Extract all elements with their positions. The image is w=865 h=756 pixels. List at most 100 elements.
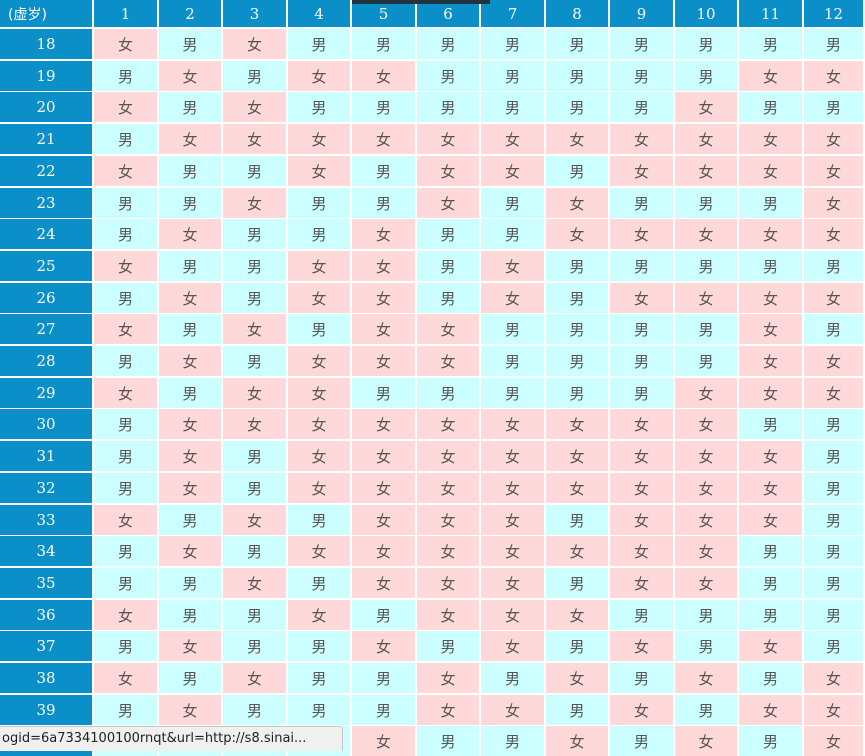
gender-cell: 男: [610, 61, 673, 91]
gender-cell: 男: [546, 346, 608, 376]
gender-cell: 女: [94, 251, 157, 281]
gender-cell: 男: [481, 378, 544, 408]
gender-cell: 女: [223, 409, 286, 439]
gender-cell: 男: [804, 505, 863, 535]
gender-cell: 女: [94, 92, 157, 122]
gender-cell: 男: [481, 219, 544, 249]
gender-cell: 女: [288, 156, 350, 186]
gender-cell: 女: [481, 600, 544, 630]
gender-cell: 男: [675, 251, 737, 281]
gender-cell: 女: [610, 156, 673, 186]
gender-cell: 男: [223, 251, 286, 281]
age-cell: 37: [0, 631, 92, 661]
gender-cell: 女: [739, 283, 802, 313]
age-cell: 29: [0, 378, 92, 408]
gender-cell: 女: [675, 219, 737, 249]
gender-cell: 女: [675, 568, 737, 598]
gender-cell: 男: [610, 726, 673, 756]
gender-cell: 女: [546, 726, 608, 756]
gender-cell: 女: [352, 346, 415, 376]
month-header: 5: [352, 0, 415, 27]
corner-header: (虚岁): [0, 0, 92, 27]
gender-cell: 男: [804, 473, 863, 503]
gender-cell: 男: [804, 29, 863, 59]
gender-cell: 女: [610, 568, 673, 598]
gender-cell: 女: [610, 695, 673, 725]
gender-cell: 男: [546, 378, 608, 408]
gender-cell: 男: [352, 156, 415, 186]
gender-cell: 男: [481, 346, 544, 376]
gender-cell: 女: [417, 156, 479, 186]
gender-cell: 女: [417, 505, 479, 535]
gender-cell: 女: [739, 695, 802, 725]
gender-cell: 女: [675, 505, 737, 535]
gender-cell: 男: [352, 695, 415, 725]
gender-cell: 女: [417, 600, 479, 630]
age-cell: 27: [0, 314, 92, 344]
gender-cell: 男: [417, 29, 479, 59]
gender-cell: 女: [352, 473, 415, 503]
gender-cell: 男: [159, 92, 221, 122]
month-header: 6: [417, 0, 479, 27]
gender-cell: 女: [352, 61, 415, 91]
gender-cell: 女: [481, 124, 544, 154]
gender-cell: 男: [546, 631, 608, 661]
gender-cell: 女: [610, 283, 673, 313]
gender-cell: 女: [288, 409, 350, 439]
age-cell: 19: [0, 61, 92, 91]
gender-cell: 女: [804, 346, 863, 376]
gender-cell: 女: [223, 29, 286, 59]
gender-cell: 女: [159, 695, 221, 725]
gender-cell: 男: [159, 188, 221, 218]
gender-cell: 女: [610, 124, 673, 154]
month-header: 12: [804, 0, 863, 27]
gender-cell: 女: [675, 536, 737, 566]
gender-cell: 男: [739, 251, 802, 281]
gender-cell: 男: [546, 61, 608, 91]
gender-cell: 女: [610, 536, 673, 566]
gender-cell: 男: [481, 188, 544, 218]
gender-cell: 女: [159, 631, 221, 661]
gender-cell: 女: [288, 378, 350, 408]
gender-cell: 男: [417, 283, 479, 313]
gender-cell: 女: [223, 314, 286, 344]
gender-cell: 男: [546, 156, 608, 186]
gender-cell: 女: [417, 473, 479, 503]
gender-cell: 女: [739, 219, 802, 249]
gender-cell: 女: [481, 473, 544, 503]
gender-cell: 男: [223, 346, 286, 376]
gender-cell: 女: [610, 409, 673, 439]
gender-cell: 男: [675, 600, 737, 630]
gender-cell: 女: [352, 631, 415, 661]
gender-cell: 女: [288, 441, 350, 471]
age-cell: 25: [0, 251, 92, 281]
gender-cell: 男: [481, 92, 544, 122]
gender-cell: 男: [159, 251, 221, 281]
age-cell: 28: [0, 346, 92, 376]
gender-cell: 女: [675, 663, 737, 693]
gender-cell: 女: [417, 441, 479, 471]
gender-cell: 女: [159, 61, 221, 91]
gender-cell: 女: [417, 536, 479, 566]
gender-cell: 女: [804, 61, 863, 91]
gender-cell: 女: [223, 124, 286, 154]
gender-cell: 男: [610, 188, 673, 218]
gender-cell: 女: [675, 473, 737, 503]
gender-cell: 男: [288, 568, 350, 598]
gender-cell: 男: [417, 92, 479, 122]
gender-cell: 女: [546, 124, 608, 154]
gender-cell: 男: [94, 283, 157, 313]
gender-cell: 男: [417, 61, 479, 91]
month-header: 8: [546, 0, 608, 27]
age-cell: 18: [0, 29, 92, 59]
gender-cell: 女: [739, 631, 802, 661]
gender-cell: 男: [675, 29, 737, 59]
gender-cell: 男: [804, 409, 863, 439]
month-header: 7: [481, 0, 544, 27]
gender-cell: 女: [288, 536, 350, 566]
gender-cell: 男: [159, 156, 221, 186]
gender-cell: 男: [610, 251, 673, 281]
gender-cell: 女: [223, 92, 286, 122]
gender-cell: 女: [610, 631, 673, 661]
